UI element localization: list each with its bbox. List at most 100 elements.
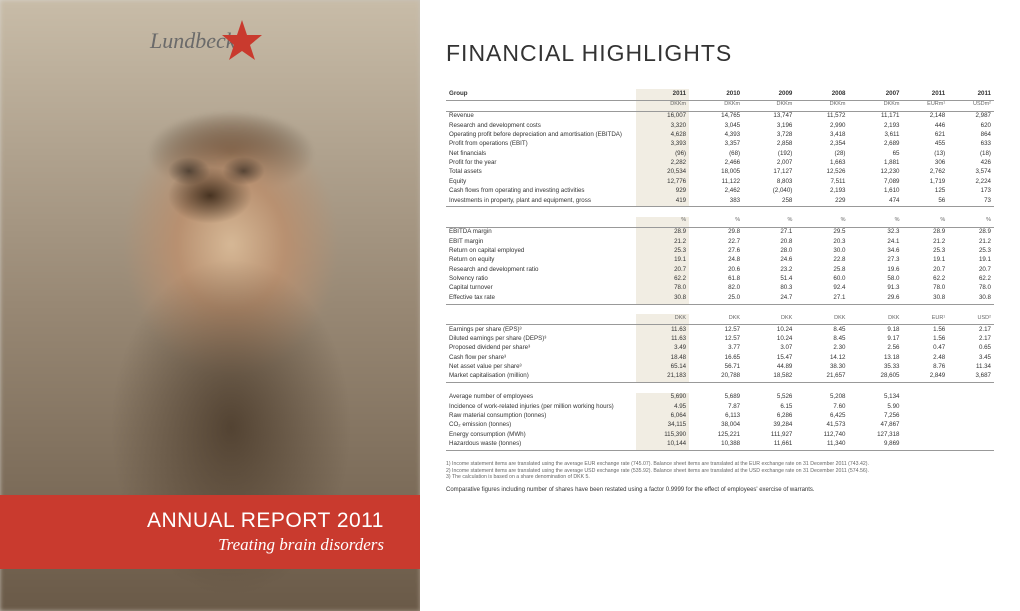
cell: 29.5 <box>795 227 848 237</box>
cell: 6,286 <box>743 411 795 420</box>
table-row: Cash flows from operating and investing … <box>446 187 994 196</box>
cell: 28,605 <box>848 372 902 381</box>
cell: (68) <box>689 149 743 158</box>
cell: (96) <box>636 149 689 158</box>
cell: 2.17 <box>948 334 994 343</box>
cell: 58.0 <box>848 275 902 284</box>
cell: 21,183 <box>636 372 689 381</box>
cell: 27.6 <box>689 247 743 256</box>
cell: 13,747 <box>743 111 795 121</box>
cell: 65 <box>848 149 902 158</box>
cell: 11.63 <box>636 334 689 343</box>
col-unit: % <box>743 217 795 227</box>
cell: 620 <box>948 121 994 130</box>
cell: 1,719 <box>902 177 948 186</box>
row-label: Profit for the year <box>446 159 636 168</box>
cell: 3,045 <box>689 121 743 130</box>
cell: 3.07 <box>743 344 795 353</box>
cell: 4,393 <box>689 131 743 140</box>
cell: 56 <box>902 196 948 205</box>
cell: 25.3 <box>902 247 948 256</box>
cell: 30.8 <box>636 293 689 302</box>
cell: 5,690 <box>636 393 689 402</box>
cell: 28.9 <box>948 227 994 237</box>
cell: 3,611 <box>848 131 902 140</box>
cell: 7.60 <box>795 402 848 411</box>
cell: 78.0 <box>948 284 994 293</box>
table-row: Diluted earnings per share (DEPS)³11.631… <box>446 334 994 343</box>
cell: 2.56 <box>848 344 902 353</box>
cell: (18) <box>948 149 994 158</box>
cell: 23.2 <box>743 265 795 274</box>
cell: 9.18 <box>848 325 902 335</box>
cell: 864 <box>948 131 994 140</box>
col-header-year: 2009 <box>743 89 795 100</box>
financial-highlights-table: Group2011201020092008200720112011DKKmDKK… <box>446 89 994 451</box>
row-label: Net financials <box>446 149 636 158</box>
cell: 11,122 <box>689 177 743 186</box>
cell: 19.1 <box>948 256 994 265</box>
cell: 111,927 <box>743 430 795 439</box>
row-label: EBIT margin <box>446 237 636 246</box>
cell: 92.4 <box>795 284 848 293</box>
cell: 24.7 <box>743 293 795 302</box>
table-row: Profit for the year2,2822,4662,0071,6631… <box>446 159 994 168</box>
cell: 91.3 <box>848 284 902 293</box>
cell: 7,511 <box>795 177 848 186</box>
row-label: Proposed dividend per share³ <box>446 344 636 353</box>
col-unit: % <box>948 217 994 227</box>
row-label: Cash flow per share³ <box>446 353 636 362</box>
cell: 8,803 <box>743 177 795 186</box>
comparative-note: Comparative figures including number of … <box>446 487 994 493</box>
cell: 29.6 <box>848 293 902 302</box>
cell: 21.2 <box>948 237 994 246</box>
cell: 127,318 <box>848 430 902 439</box>
cell: 78.0 <box>636 284 689 293</box>
cell: 27.1 <box>743 227 795 237</box>
col-header-unit: EURm¹ <box>902 100 948 111</box>
cell: 2,193 <box>795 187 848 196</box>
cell: 5,689 <box>689 393 743 402</box>
cell: 34,115 <box>636 421 689 430</box>
row-label: Effective tax rate <box>446 293 636 302</box>
cell: 20.3 <box>795 237 848 246</box>
table-head: Group2011201020092008200720112011DKKmDKK… <box>446 89 994 111</box>
cell: 5,208 <box>795 393 848 402</box>
cell: 17,127 <box>743 168 795 177</box>
cell: 229 <box>795 196 848 205</box>
cell: 306 <box>902 159 948 168</box>
cell: 25.0 <box>689 293 743 302</box>
table-row: Effective tax rate30.825.024.727.129.630… <box>446 293 994 302</box>
cell: 3,393 <box>636 140 689 149</box>
row-label: Total assets <box>446 168 636 177</box>
cell: 22.8 <box>795 256 848 265</box>
cell: 28.0 <box>743 247 795 256</box>
row-label: Profit from operations (EBIT) <box>446 140 636 149</box>
table-row: Market capitalisation (million)21,18320,… <box>446 372 994 381</box>
cell: 62.2 <box>948 275 994 284</box>
cell: 474 <box>848 196 902 205</box>
cell: 2,282 <box>636 159 689 168</box>
cell <box>948 430 994 439</box>
cell: 6.15 <box>743 402 795 411</box>
cell: 28.9 <box>636 227 689 237</box>
cell: 3,687 <box>948 372 994 381</box>
col-unit: % <box>636 217 689 227</box>
row-label: Return on capital employed <box>446 247 636 256</box>
col-header-year: 2011 <box>902 89 948 100</box>
cell: 419 <box>636 196 689 205</box>
table-row: Earnings per share (EPS)³11.6312.5710.24… <box>446 325 994 335</box>
cell: 21,657 <box>795 372 848 381</box>
cell: 12,526 <box>795 168 848 177</box>
row-label: Incidence of work-related injuries (per … <box>446 402 636 411</box>
table-body: Revenue16,00714,76513,74711,57211,1712,1… <box>446 111 994 450</box>
cover-panel: Lundbeck ANNUAL REPORT 2011 Treating bra… <box>0 0 420 611</box>
cell: 20.8 <box>743 237 795 246</box>
cell: 621 <box>902 131 948 140</box>
cell: 18,582 <box>743 372 795 381</box>
table-row: Energy consumption (MWh)115,390125,22111… <box>446 430 994 439</box>
page-title: FINANCIAL HIGHLIGHTS <box>446 40 994 67</box>
cell: 20.6 <box>689 265 743 274</box>
row-label: Research and development costs <box>446 121 636 130</box>
cell: 20,788 <box>689 372 743 381</box>
